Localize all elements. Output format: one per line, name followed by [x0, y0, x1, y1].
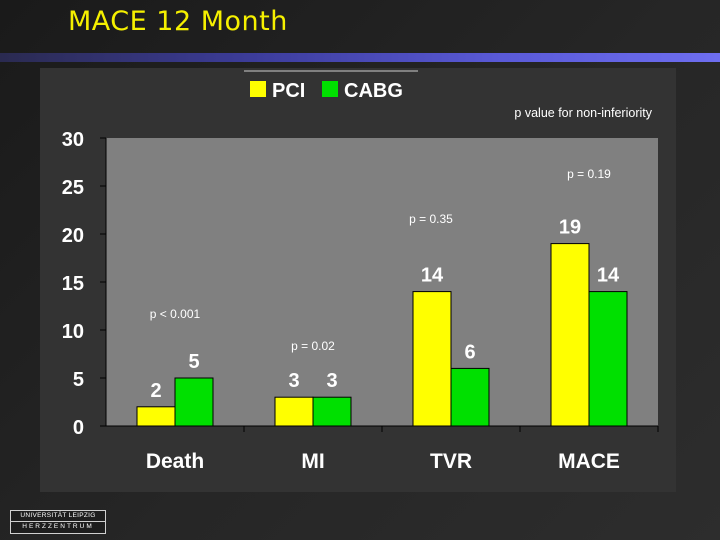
x-tick-label-tvr: TVR [430, 450, 472, 473]
y-tick-label: 25 [62, 177, 84, 199]
data-label-pci-mace: 19 [559, 217, 581, 239]
logo-line-1: UNIVERSITÄT LEIPZIG [11, 511, 105, 522]
bar-cabg-mace [588, 291, 628, 427]
p-value-annotation: p < 0.001 [150, 307, 201, 321]
y-tick-label: 10 [62, 321, 84, 343]
y-tick-label: 15 [62, 273, 84, 295]
legend-label-cabg: CABG [344, 80, 403, 102]
x-tick-label-mi: MI [301, 450, 324, 473]
chart-subtitle: p value for non-inferiority [514, 106, 652, 120]
slide-title: MACE 12 Month [68, 6, 288, 37]
data-label-cabg-death: 5 [188, 351, 199, 373]
data-label-pci-mi: 3 [288, 370, 299, 392]
p-value-annotation: p = 0.02 [291, 339, 335, 353]
legend-swatch-pci [250, 81, 266, 97]
p-value-annotation: p = 0.19 [567, 167, 611, 181]
y-tick-label: 20 [62, 225, 84, 247]
legend-label-pci: PCI [272, 80, 305, 102]
university-logo: UNIVERSITÄT LEIPZIG HERZZENTRUM [10, 510, 106, 534]
chart-panel: 0 5 10 15 20 25 30 Death 2 5 MI 3 3 TVR 14 6 MACE 19 14 p <… [40, 68, 676, 492]
data-label-cabg-tvr: 6 [464, 341, 475, 363]
y-tick-label: 5 [73, 369, 84, 391]
data-label-pci-tvr: 14 [421, 265, 444, 287]
p-value-annotation: p = 0.35 [409, 212, 453, 226]
bar-pci-mace [550, 243, 590, 427]
legend-swatch-cabg [322, 81, 338, 97]
bar-cabg-death [174, 377, 214, 427]
bar-cabg-tvr [450, 367, 490, 427]
bar-cabg-mi [312, 396, 352, 427]
logo-line-2: HERZZENTRUM [22, 523, 94, 530]
bar-pci-death [136, 406, 176, 427]
data-label-cabg-mi: 3 [326, 370, 337, 392]
data-label-cabg-mace: 14 [597, 265, 620, 287]
bar-pci-tvr [412, 291, 452, 427]
data-label-pci-death: 2 [150, 380, 161, 402]
x-tick-label-death: Death [146, 450, 204, 473]
title-divider [0, 53, 720, 62]
y-tick-label: 30 [62, 129, 84, 151]
x-tick-label-mace: MACE [558, 450, 620, 473]
bar-pci-mi [274, 396, 314, 427]
y-tick-label: 0 [73, 417, 84, 439]
